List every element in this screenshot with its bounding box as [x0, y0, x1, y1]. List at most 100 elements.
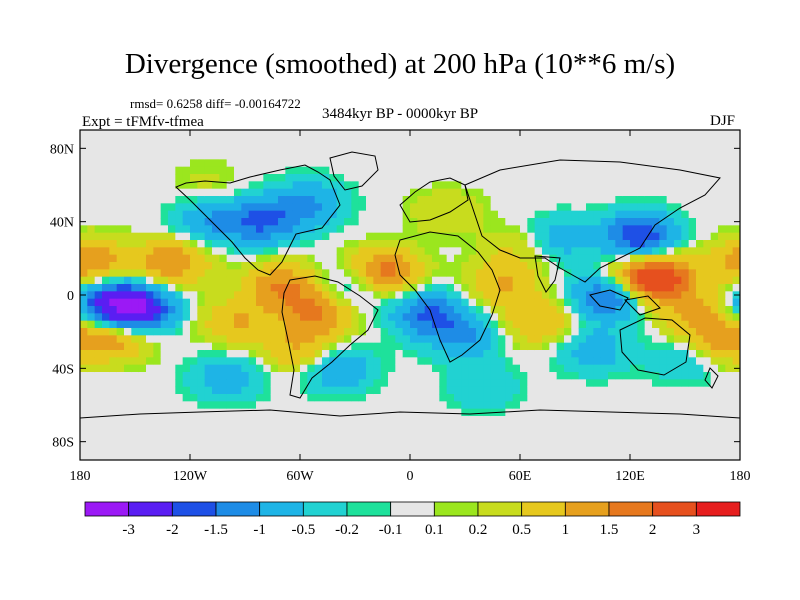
- field-cell: [87, 328, 96, 336]
- field-cell: [600, 196, 609, 204]
- field-cell: [564, 188, 572, 197]
- field-cell: [175, 357, 184, 366]
- field-cell: [732, 174, 741, 182]
- field-cell: [520, 203, 528, 212]
- field-cell: [395, 218, 404, 226]
- field-cell: [490, 438, 499, 446]
- field-cell: [710, 130, 719, 138]
- field-cell: [94, 130, 103, 138]
- field-cell: [608, 335, 616, 344]
- field-cell: [336, 188, 345, 197]
- field-cell: [256, 379, 264, 388]
- field-cell: [248, 262, 257, 270]
- field-cell: [212, 342, 220, 351]
- field-cell: [490, 152, 499, 160]
- field-cell: [102, 364, 110, 373]
- field-cell: [564, 291, 572, 300]
- field-cell: [402, 203, 411, 212]
- field-cell: [102, 379, 110, 388]
- field-cell: [688, 445, 697, 454]
- field-cell: [498, 416, 506, 424]
- field-cell: [248, 130, 257, 138]
- field-cell: [175, 445, 184, 454]
- field-cell: [351, 284, 360, 292]
- field-cell: [336, 152, 345, 160]
- field-cell: [94, 152, 103, 160]
- field-cell: [116, 232, 125, 241]
- field-cell: [608, 210, 616, 219]
- field-cell: [138, 357, 147, 366]
- field-cell: [432, 372, 440, 380]
- field-cell: [153, 240, 162, 248]
- field-cell: [160, 166, 169, 175]
- field-cell: [703, 342, 712, 351]
- field-cell: [446, 210, 455, 219]
- field-cell: [182, 350, 191, 358]
- field-cell: [476, 423, 484, 432]
- field-cell: [351, 291, 360, 300]
- field-cell: [718, 254, 726, 263]
- field-cell: [388, 254, 396, 263]
- field-cell: [366, 291, 374, 300]
- field-cell: [278, 181, 286, 190]
- field-cell: [131, 364, 140, 373]
- field-cell: [300, 364, 308, 373]
- field-cell: [190, 232, 198, 241]
- field-cell: [527, 269, 536, 278]
- field-cell: [659, 240, 668, 248]
- field-cell: [696, 174, 704, 182]
- experiment-text: Expt = tFMfv-tfmea: [82, 114, 204, 130]
- field-cell: [593, 284, 602, 292]
- field-cell: [219, 306, 228, 314]
- field-cell: [234, 225, 242, 234]
- field-cell: [476, 350, 484, 358]
- field-cell: [124, 181, 132, 190]
- field-cell: [432, 269, 440, 278]
- field-cell: [483, 423, 492, 432]
- field-cell: [696, 181, 704, 190]
- field-cell: [314, 320, 323, 329]
- field-cell: [520, 320, 528, 329]
- field-cell: [498, 225, 506, 234]
- field-cell: [454, 423, 462, 432]
- field-cell: [461, 130, 470, 138]
- field-cell: [498, 291, 506, 300]
- field-cell: [710, 159, 719, 168]
- field-cell: [168, 188, 176, 197]
- field-cell: [498, 438, 506, 446]
- field-cell: [131, 335, 140, 344]
- field-cell: [498, 276, 506, 285]
- field-cell: [263, 423, 272, 432]
- field-cell: [307, 335, 316, 344]
- field-cell: [498, 364, 506, 373]
- field-cell: [461, 416, 470, 424]
- field-cell: [659, 357, 668, 366]
- field-cell: [263, 357, 272, 366]
- field-cell: [652, 144, 660, 153]
- field-cell: [600, 423, 609, 432]
- field-cell: [248, 408, 257, 417]
- field-cell: [329, 203, 338, 212]
- field-cell: [483, 254, 492, 263]
- field-cell: [146, 328, 154, 336]
- field-cell: [644, 159, 653, 168]
- field-cell: [644, 188, 653, 197]
- field-cell: [219, 210, 228, 219]
- field-cell: [380, 130, 389, 138]
- field-cell: [725, 284, 734, 292]
- field-cell: [109, 328, 118, 336]
- x-tick-label: 60E: [509, 469, 532, 484]
- field-cell: [300, 291, 308, 300]
- field-cell: [483, 291, 492, 300]
- field-cell: [468, 210, 477, 219]
- field-cell: [527, 166, 536, 175]
- field-cell: [131, 130, 140, 138]
- field-cell: [688, 284, 697, 292]
- field-cell: [410, 196, 418, 204]
- field-cell: [212, 438, 220, 446]
- field-cell: [329, 298, 338, 307]
- field-cell: [564, 357, 572, 366]
- field-cell: [160, 181, 169, 190]
- field-cell: [278, 291, 286, 300]
- field-cell: [256, 203, 264, 212]
